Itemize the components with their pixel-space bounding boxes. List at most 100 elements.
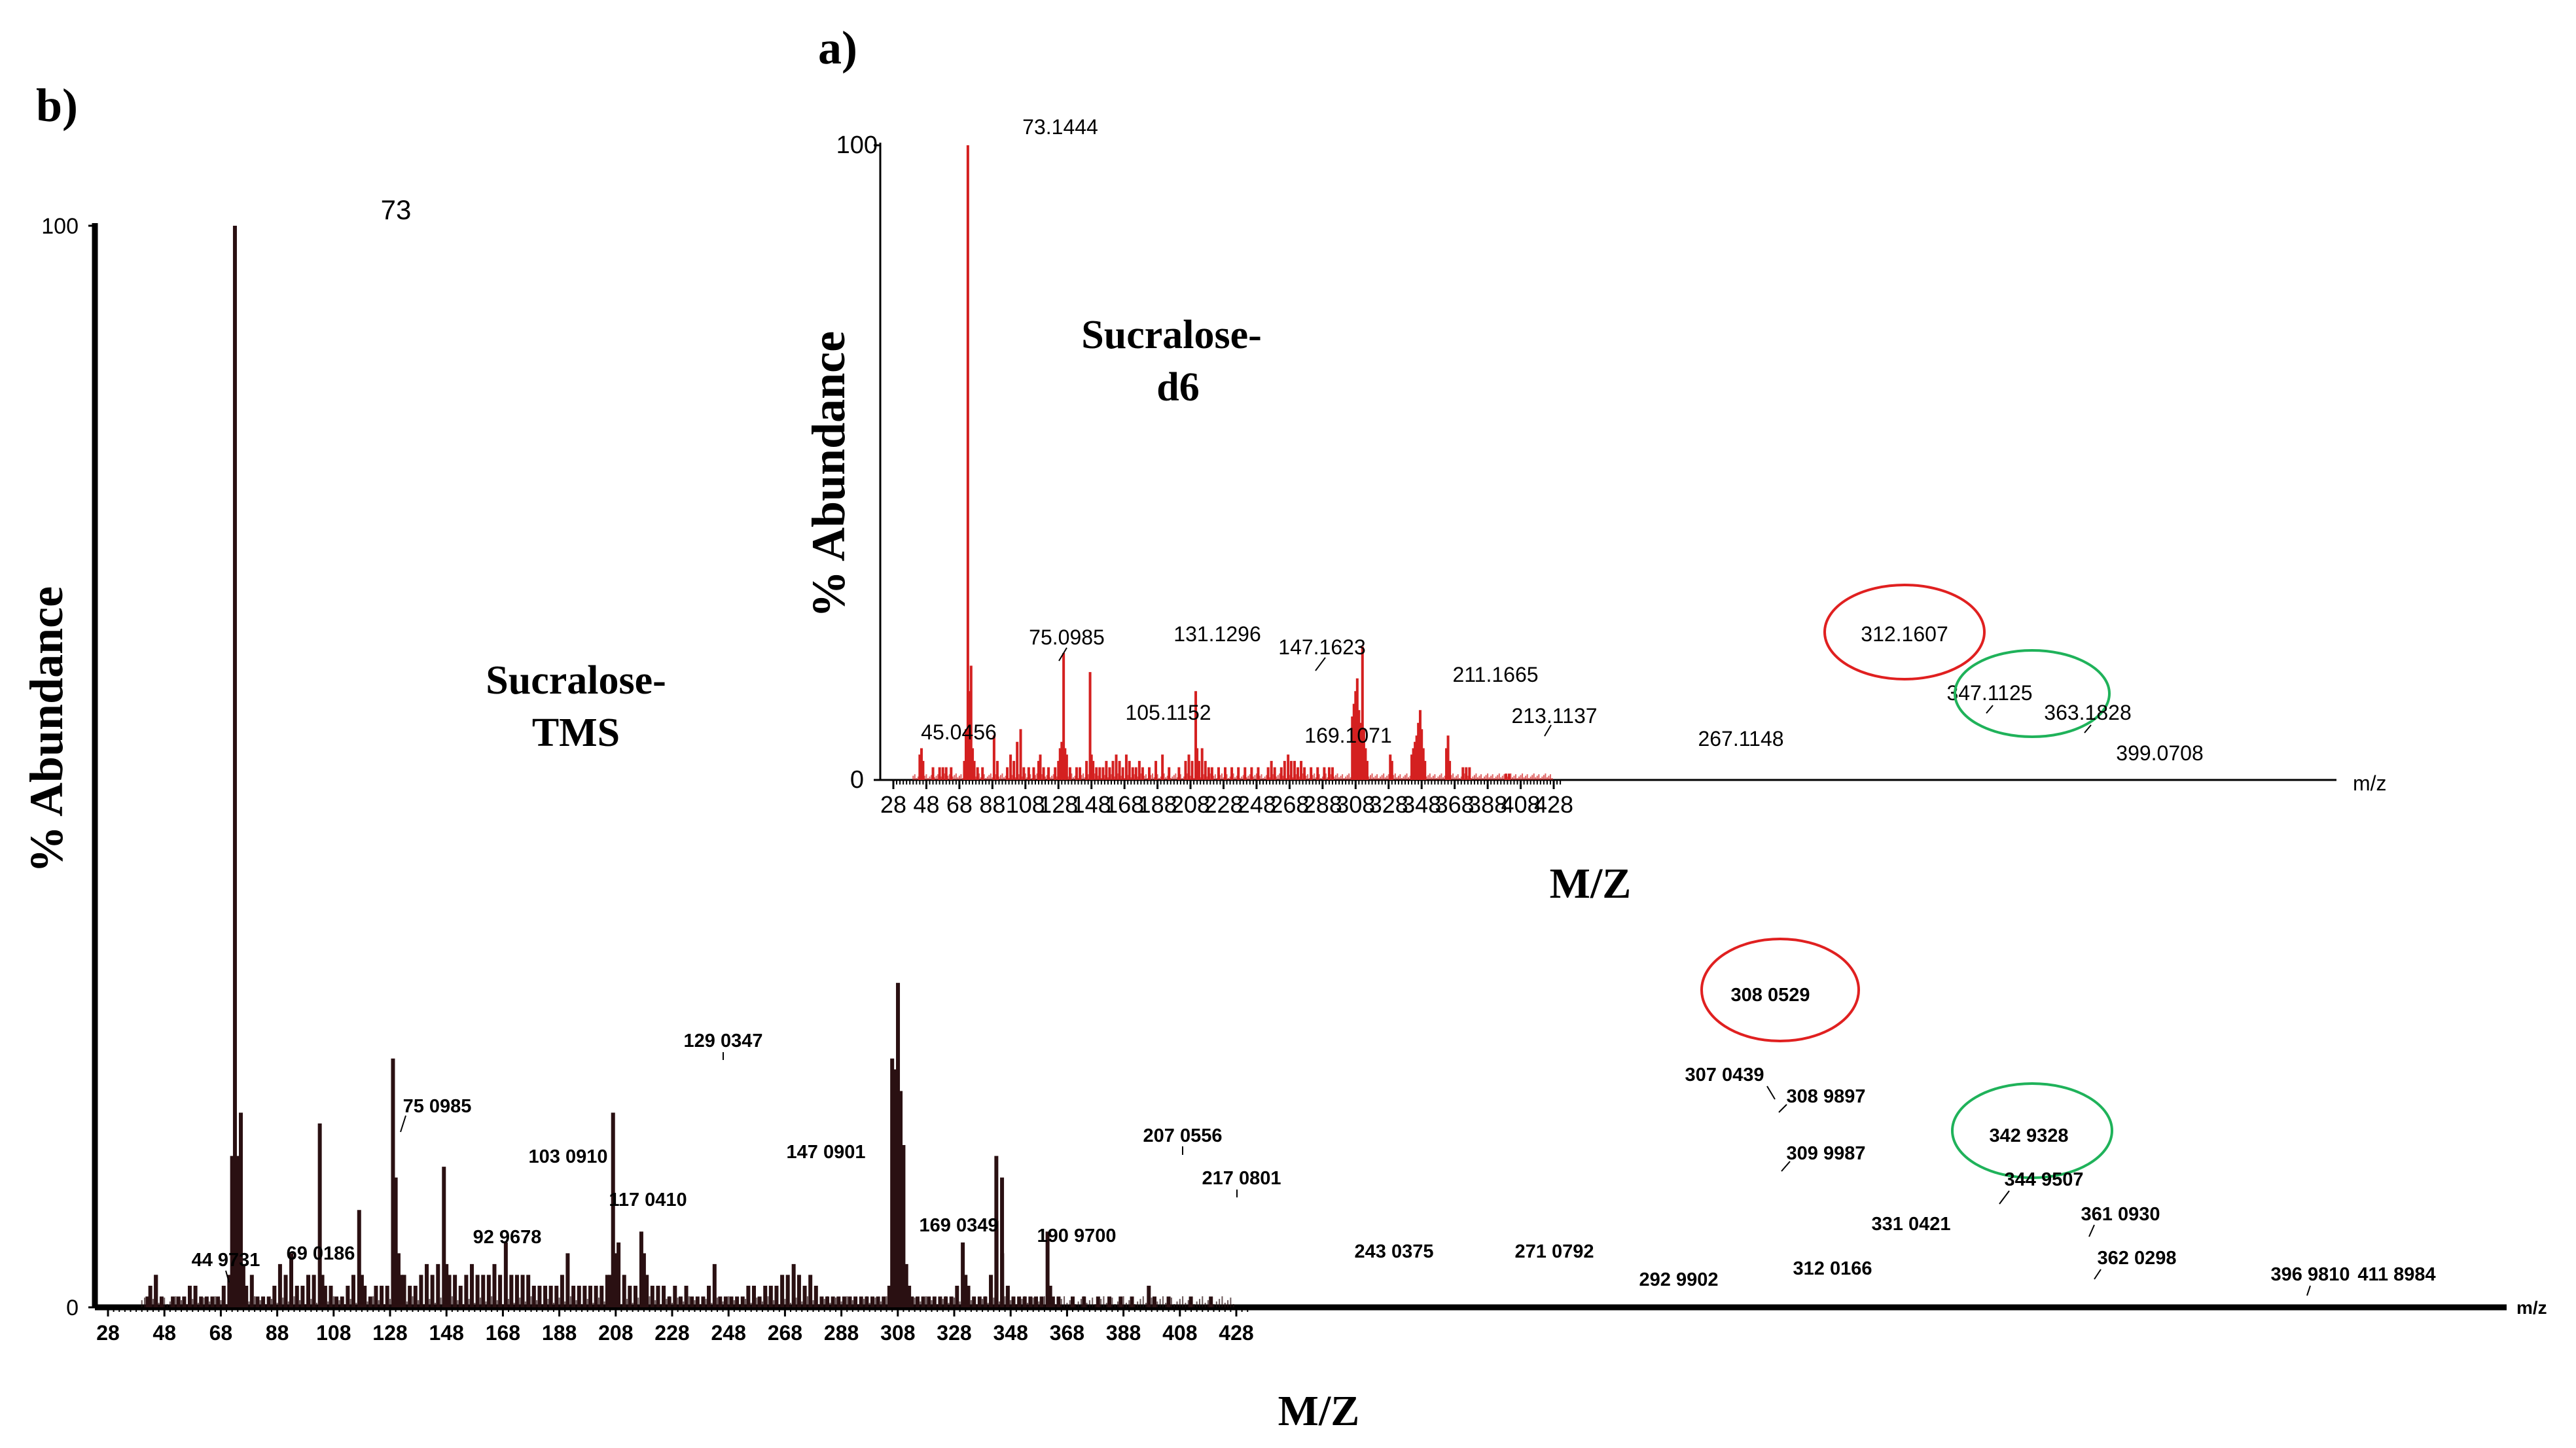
panel-b-x-tick-label: 88 <box>266 1321 289 1345</box>
panel-a-x-tick-label: 368 <box>1435 791 1475 818</box>
panel-b-peak-label: 147 0901 <box>787 1142 866 1163</box>
panel-b-leader-line <box>1778 1104 1787 1113</box>
panel-b-x-tick-label: 408 <box>1162 1321 1197 1345</box>
panel-b-peak-label: 75 0985 <box>403 1096 472 1117</box>
panel-a-x-tick-label: 48 <box>913 791 939 818</box>
panel-a-peak-label: 267.1148 <box>1698 727 1783 750</box>
panel-b-y-tick-label: 0 <box>66 1296 79 1320</box>
panel-b-peak-label: 309 9987 <box>1787 1143 1866 1164</box>
panel-b-peak-label: 207 0556 <box>1143 1125 1223 1146</box>
panel-a-peak-label: 45.0456 <box>921 720 997 744</box>
panel-b-leader-line <box>1999 1190 2010 1205</box>
panel-b-highlight-circle-green <box>1951 1082 2113 1179</box>
panel-b-leader-line <box>225 1270 230 1283</box>
panel-b-x-tick-label: 48 <box>152 1321 176 1345</box>
panel-a-x-tick-label: 428 <box>1534 791 1573 818</box>
panel-a-x-tick-label: 248 <box>1237 791 1276 818</box>
panel-b-peak-label: 117 0410 <box>609 1190 687 1210</box>
panel-a-compound-label-line2: d6 <box>1156 365 1199 410</box>
panel-a-x-tick-label: 308 <box>1336 791 1375 818</box>
panel-a-highlight-circle-red <box>1823 584 1986 680</box>
panel-a-x-tick-label: 228 <box>1204 791 1243 818</box>
panel-b-x-tick-label: 268 <box>768 1321 802 1345</box>
panel-b-x-unit-label: m/z <box>2516 1298 2547 1318</box>
panel-a-leader-line <box>1058 647 1067 662</box>
panel-b-peak-label: 190 9700 <box>1037 1226 1117 1246</box>
panel-a-peak-label: 399.0708 <box>2116 741 2203 765</box>
panel-b-peak-label: 312 0166 <box>1793 1258 1872 1279</box>
panel-a-peak-label: 75.0985 <box>1029 626 1105 649</box>
panel-a-leader-line <box>1315 657 1326 671</box>
panel-b-peak-label: 103 0910 <box>529 1146 608 1167</box>
panel-a-leader-line <box>2084 724 2092 733</box>
panel-a-x-tick-label: 408 <box>1501 791 1541 818</box>
panel-b-y-tick-label: 100 <box>41 214 79 239</box>
panel-a-x-tick-label: 108 <box>1006 791 1045 818</box>
panel-a-peak-label: 363.1828 <box>2044 701 2131 724</box>
panel-b-x-tick-label: 388 <box>1106 1321 1141 1345</box>
panel-b-peak-label: 73 <box>381 194 412 225</box>
panel-a-peak-label: 211.1665 <box>1452 663 1538 686</box>
panel-b-peak-label: 271 0792 <box>1515 1241 1594 1262</box>
panel-b-x-tick-label: 128 <box>372 1321 407 1345</box>
panel-b-label: b) <box>36 79 78 132</box>
panel-a-leader-line <box>1544 724 1552 737</box>
panel-b-peak-label: 92 9678 <box>473 1227 542 1248</box>
panel-a-x-unit-label: m/z <box>2353 771 2387 795</box>
panel-a-y-tick-label: 0 <box>850 766 864 794</box>
panel-a-leader-line <box>1986 705 1994 714</box>
panel-a-x-tick-label: 68 <box>946 791 973 818</box>
panel-b-peak-label: 362 0298 <box>2098 1248 2177 1269</box>
panel-a-peak-label: 312.1607 <box>1861 622 1948 646</box>
panel-b-x-tick-label: 428 <box>1219 1321 1253 1345</box>
panel-b-peak-label: 69 0186 <box>287 1243 355 1264</box>
panel-b-peak-label: 129 0347 <box>684 1031 763 1051</box>
panel-a-x-axis-title: M/Z <box>1550 860 1632 908</box>
panel-a-peak-label: 73.1444 <box>1022 115 1098 139</box>
panel-a-peak-label: 169.1071 <box>1304 724 1391 747</box>
panel-b-peak-label: 411 8984 <box>2357 1264 2435 1285</box>
panel-a-x-tick-label: 28 <box>880 791 906 818</box>
panel-b-peak-label: 307 0439 <box>1685 1065 1764 1086</box>
panel-b-peak-label: 331 0421 <box>1872 1214 1951 1235</box>
panel-a-x-tick-label: 88 <box>979 791 1005 818</box>
panel-a-x-tick-label: 128 <box>1039 791 1078 818</box>
panel-b-peak-label: 342 9328 <box>1990 1125 2069 1146</box>
panel-a-peak-label: 105.1152 <box>1125 701 1211 724</box>
panel-a-peak-label: 347.1125 <box>1946 681 2032 705</box>
panel-b-x-tick-label: 308 <box>880 1321 915 1345</box>
panel-a-x-tick-label: 208 <box>1171 791 1210 818</box>
panel-b-peak-label: 396 9810 <box>2271 1264 2350 1285</box>
panel-a-x-tick-label: 328 <box>1369 791 1408 818</box>
panel-b-x-tick-label: 348 <box>993 1321 1028 1345</box>
panel-a-peak-label: 131.1296 <box>1173 622 1261 646</box>
panel-b-leader-line <box>1766 1086 1776 1100</box>
panel-a-highlight-circle-green <box>1954 649 2111 738</box>
panel-b-peak-label: 169 0349 <box>920 1215 999 1236</box>
panel-b-compound-label-line1: Sucralose- <box>486 658 666 703</box>
panel-a-compound-label-line1: Sucralose- <box>1081 313 1262 357</box>
panel-b-peak-label: 308 0529 <box>1731 985 1810 1006</box>
panel-b-peak-label: 44 9731 <box>192 1250 260 1271</box>
panel-b-x-tick-label: 368 <box>1050 1321 1084 1345</box>
panel-a-x-tick-label: 168 <box>1105 791 1144 818</box>
panel-b-x-tick-label: 248 <box>711 1321 746 1345</box>
panel-b-x-tick-label: 328 <box>937 1321 971 1345</box>
panel-b-peak-label: 217 0801 <box>1202 1168 1281 1189</box>
panel-b-peak-label: 308 9897 <box>1787 1086 1866 1107</box>
panel-b-y-axis-title: % Abundance <box>20 586 73 873</box>
panel-a-y-axis-title: % Abundance <box>802 331 855 618</box>
panel-a-x-tick-label: 188 <box>1138 791 1177 818</box>
panel-a-x-tick-label: 288 <box>1303 791 1342 818</box>
panel-a-label: a) <box>818 22 857 74</box>
panel-b-peak-label: 344 9507 <box>2005 1169 2084 1190</box>
panel-a-peak-label: 213.1137 <box>1511 704 1597 728</box>
panel-b-leader-line <box>1781 1161 1791 1172</box>
panel-b-x-tick-label: 28 <box>96 1321 120 1345</box>
panel-a-peak-label: 147.1623 <box>1278 635 1365 659</box>
panel-b-highlight-circle-red <box>1700 938 1860 1042</box>
